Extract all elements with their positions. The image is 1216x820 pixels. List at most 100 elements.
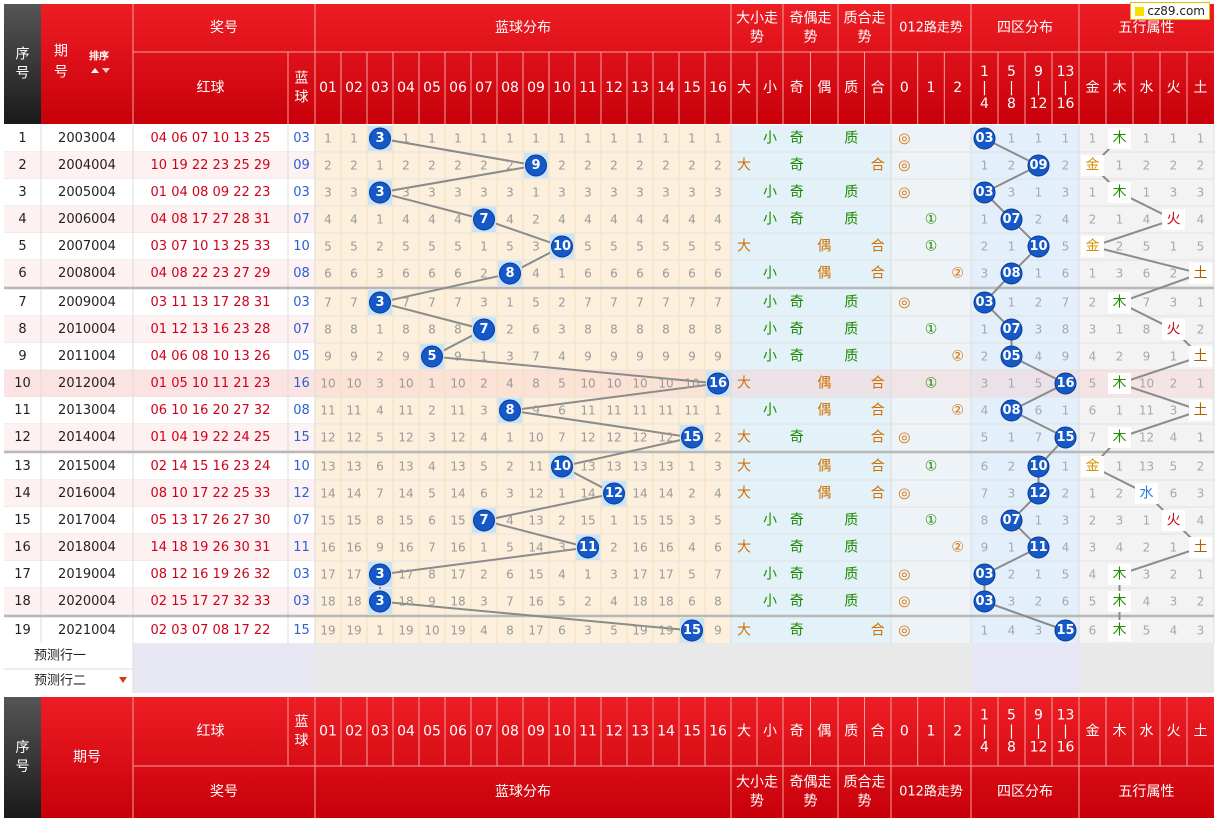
blue-ball-marker[interactable]: 9: [525, 154, 547, 177]
zone-ball-marker[interactable]: 15: [1054, 426, 1077, 449]
blue-ball-marker[interactable]: 8: [499, 399, 521, 422]
row-red-balls: 06 10 16 20 27 32: [151, 403, 271, 418]
element-miss-count: 5: [1197, 240, 1205, 254]
expand-arrow-icon[interactable]: [119, 677, 127, 683]
zone-miss-count: 1: [1035, 514, 1043, 528]
miss-count: 6: [714, 267, 722, 281]
zone-ball-marker[interactable]: 08: [1000, 262, 1023, 285]
miss-count: 15: [632, 514, 647, 528]
zone-miss-count: 8: [1062, 323, 1070, 337]
blue-num-header[interactable]: 13: [631, 724, 649, 740]
blue-ball-marker[interactable]: 15: [681, 619, 703, 642]
blue-num-header[interactable]: 07: [475, 80, 493, 96]
blue-num-header[interactable]: 06: [449, 724, 467, 740]
zone-ball-marker[interactable]: 16: [1054, 372, 1077, 395]
blue-num-header[interactable]: 16: [709, 80, 727, 96]
blue-num-header[interactable]: 04: [397, 724, 415, 740]
blue-num-header[interactable]: 08: [501, 80, 519, 96]
blue-num-header[interactable]: 10: [553, 724, 571, 740]
blue-ball-marker[interactable]: 3: [369, 127, 391, 150]
blue-num-header[interactable]: 12: [605, 724, 623, 740]
blue-ball-marker[interactable]: 10: [551, 455, 573, 478]
blue-ball-marker[interactable]: 10: [551, 235, 573, 258]
blue-ball-marker[interactable]: 15: [681, 426, 703, 449]
blue-num-header[interactable]: 16: [709, 724, 727, 740]
zone-miss-count: 2: [1035, 595, 1043, 609]
blue-ball-marker[interactable]: 7: [473, 509, 495, 532]
blue-num-header[interactable]: 11: [579, 724, 597, 740]
prime-mark: 质: [844, 567, 858, 583]
blue-num-header[interactable]: 12: [605, 80, 623, 96]
blue-num-header[interactable]: 08: [501, 724, 519, 740]
blue-ball-marker[interactable]: 3: [369, 563, 391, 586]
zone-ball-marker[interactable]: 03: [973, 291, 996, 314]
zone-ball-marker[interactable]: 03: [973, 590, 996, 613]
element-mark-bg: [1108, 620, 1131, 641]
miss-count: 14: [320, 487, 335, 501]
blue-num-header[interactable]: 05: [423, 724, 441, 740]
zone-ball-marker[interactable]: 09: [1027, 154, 1050, 177]
blue-num-header[interactable]: 03: [371, 80, 389, 96]
blue-ball-marker[interactable]: 11: [577, 536, 599, 559]
zone-ball-marker[interactable]: 10: [1027, 455, 1050, 478]
zone-ball-marker[interactable]: 07: [1000, 318, 1023, 341]
zone-ball-marker[interactable]: 12: [1027, 482, 1050, 505]
blue-ball-marker[interactable]: 7: [473, 208, 495, 231]
zone-ball-marker[interactable]: 11: [1027, 536, 1050, 559]
miss-count: 2: [376, 350, 384, 364]
site-logo[interactable]: cz89.com: [1130, 2, 1210, 20]
predict-row-two[interactable]: 预测行二: [34, 674, 86, 689]
blue-ball-marker[interactable]: 16: [707, 372, 729, 395]
blue-num-header[interactable]: 03: [371, 724, 389, 740]
blue-ball-marker[interactable]: 3: [369, 291, 391, 314]
odd-mark: 奇: [790, 566, 804, 583]
blue-num-header[interactable]: 14: [657, 724, 675, 740]
zone-ball-marker[interactable]: 03: [973, 563, 996, 586]
blue-num-header[interactable]: 11: [579, 80, 597, 96]
blue-ball-marker[interactable]: 8: [499, 262, 521, 285]
element-col-header: 水: [1140, 80, 1154, 96]
table-row-left: [4, 343, 315, 370]
blue-ball-marker[interactable]: 3: [369, 590, 391, 613]
blue-num-header[interactable]: 02: [345, 80, 363, 96]
blue-num-header[interactable]: 10: [553, 80, 571, 96]
predict-dist-area: [315, 643, 971, 693]
blue-ball-marker[interactable]: 12: [603, 482, 625, 505]
blue-num-header[interactable]: 05: [423, 80, 441, 96]
zone-miss-count: 1: [1035, 267, 1043, 281]
blue-num-header[interactable]: 07: [475, 724, 493, 740]
blue-num-header[interactable]: 13: [631, 80, 649, 96]
blue-num-header[interactable]: 15: [683, 80, 701, 96]
blue-num-header[interactable]: 01: [319, 724, 337, 740]
sort-up-icon[interactable]: [91, 68, 99, 73]
zone-ball-marker[interactable]: 08: [1000, 399, 1023, 422]
miss-count: 2: [428, 404, 436, 418]
sort-button[interactable]: 排序: [89, 50, 109, 63]
predict-row-one[interactable]: 预测行一: [34, 649, 86, 664]
blue-ball-marker[interactable]: 5: [421, 345, 443, 368]
miss-count: 2: [480, 159, 488, 173]
blue-ball-marker[interactable]: 7: [473, 318, 495, 341]
blue-num-header[interactable]: 09: [527, 80, 545, 96]
blue-num-header[interactable]: 01: [319, 80, 337, 96]
zone-col-header: 1|4: [980, 708, 989, 756]
zone-ball-marker[interactable]: 07: [1000, 208, 1023, 231]
blue-num-header[interactable]: 14: [657, 80, 675, 96]
miss-count: 4: [532, 267, 540, 281]
zone-ball-marker[interactable]: 03: [973, 127, 996, 150]
size-mark: 大: [737, 459, 751, 475]
zone-ball-marker[interactable]: 05: [1000, 345, 1023, 368]
blue-num-header[interactable]: 04: [397, 80, 415, 96]
zone-ball-marker[interactable]: 03: [973, 181, 996, 204]
blue-ball-marker[interactable]: 3: [369, 181, 391, 204]
table-row-left: [4, 370, 315, 397]
blue-num-header[interactable]: 02: [345, 724, 363, 740]
miss-count: 6: [350, 267, 358, 281]
blue-num-header[interactable]: 15: [683, 724, 701, 740]
blue-num-header[interactable]: 09: [527, 724, 545, 740]
blue-num-header[interactable]: 06: [449, 80, 467, 96]
zone-ball-marker[interactable]: 10: [1027, 235, 1050, 258]
sort-down-icon[interactable]: [102, 68, 110, 73]
zone-ball-marker[interactable]: 15: [1054, 619, 1077, 642]
zone-ball-marker[interactable]: 07: [1000, 509, 1023, 532]
